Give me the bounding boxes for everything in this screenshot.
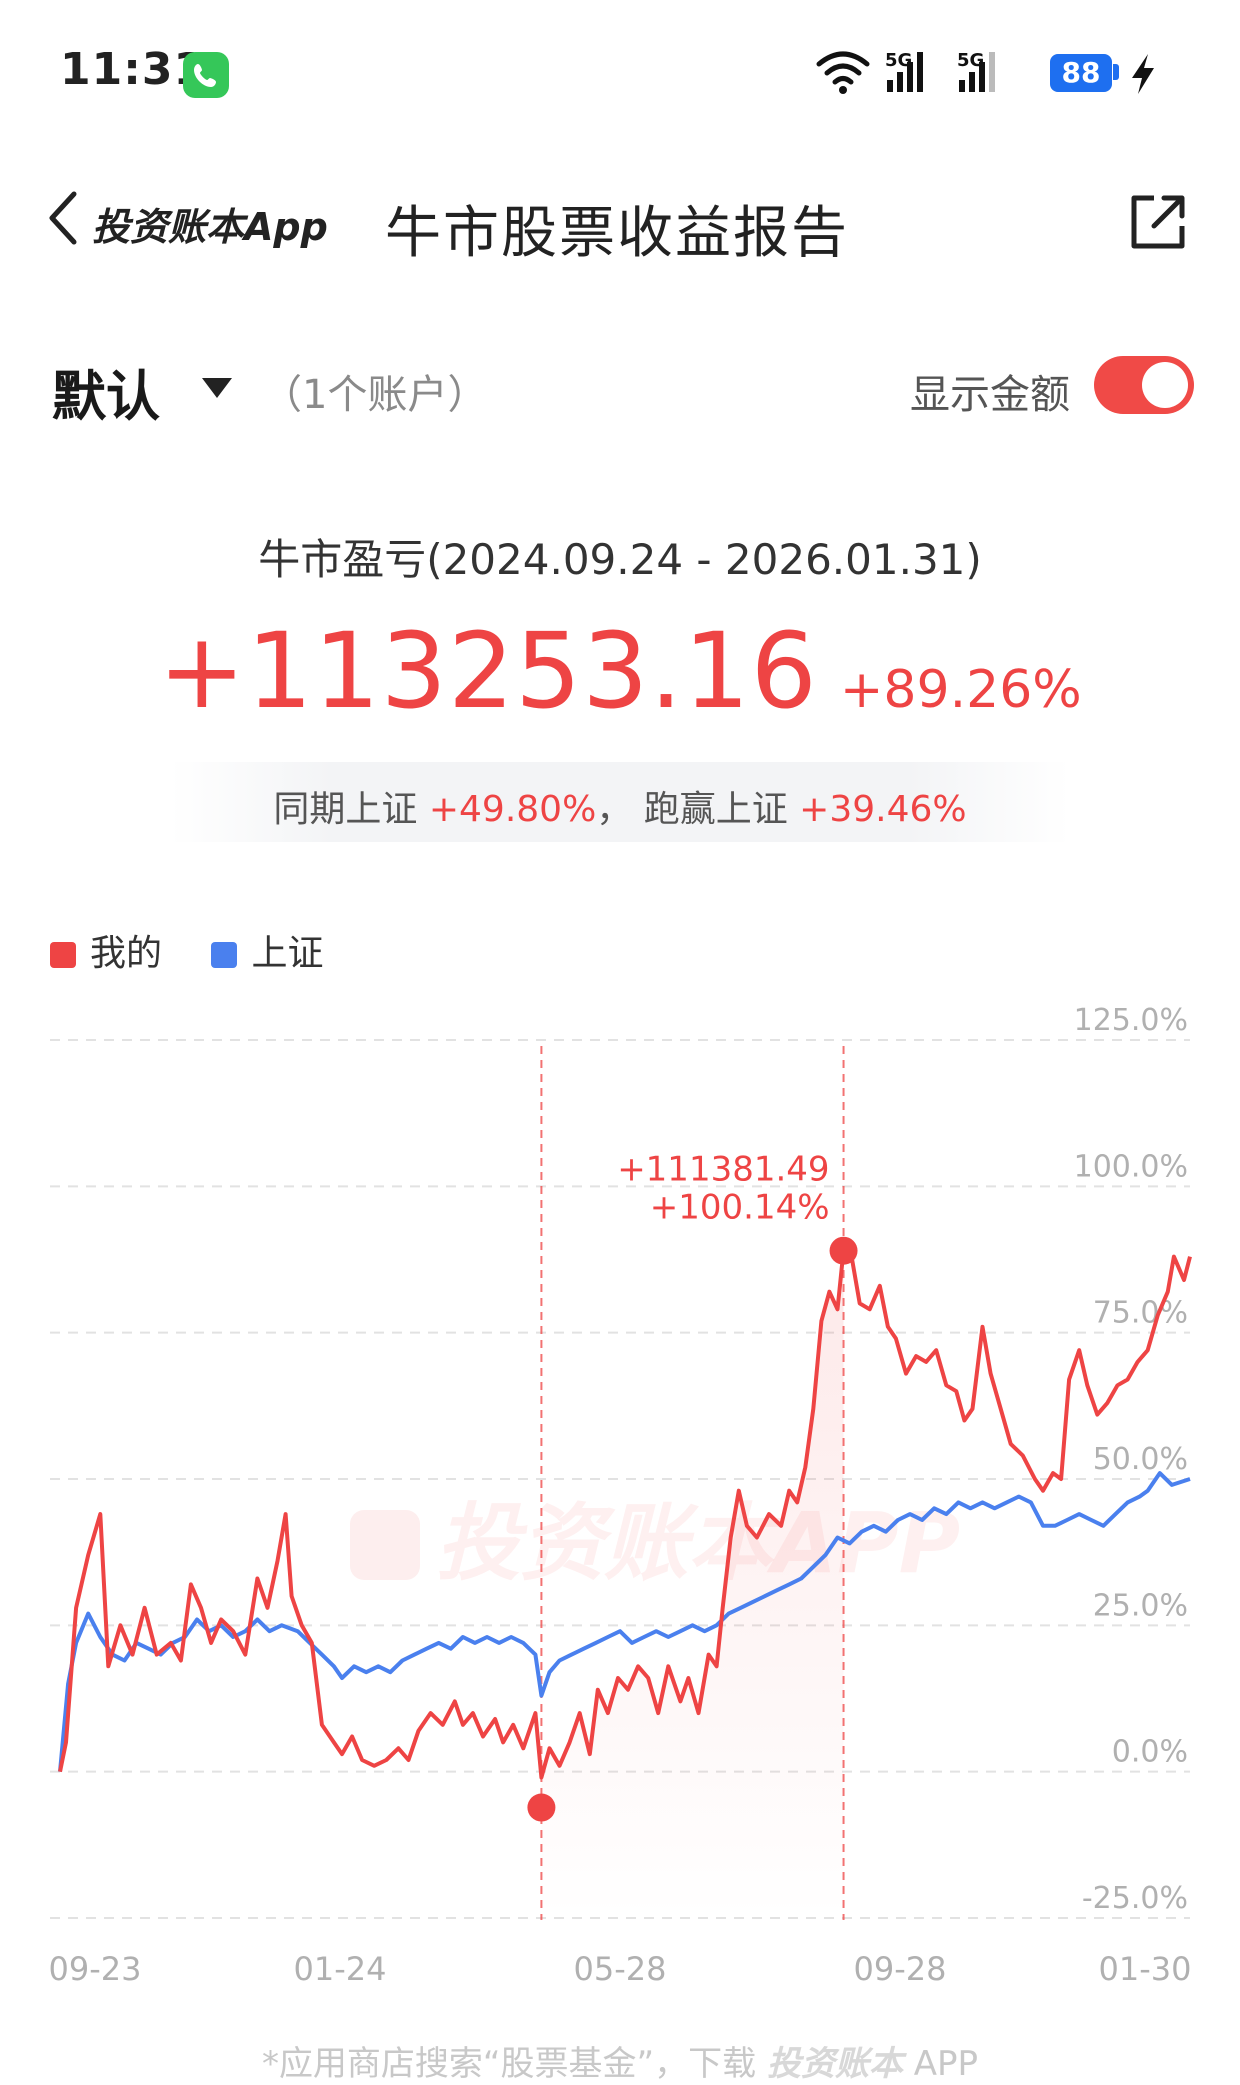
battery-indicator: 88 bbox=[1050, 54, 1112, 92]
highlight-shade bbox=[541, 1250, 844, 1918]
x-tick-label: 09-28 bbox=[854, 1950, 947, 1988]
x-tick-label: 09-23 bbox=[49, 1950, 142, 1988]
chart-legend: 我的 上证 bbox=[50, 924, 361, 976]
profit-percent: +89.26% bbox=[839, 660, 1082, 720]
profit-amount: +113253.16 bbox=[158, 610, 818, 732]
y-tick-label: 125.0% bbox=[1074, 1003, 1188, 1038]
charging-bolt-icon bbox=[1132, 54, 1154, 94]
back-chevron-icon[interactable] bbox=[40, 188, 90, 248]
wifi-icon bbox=[816, 51, 870, 85]
y-tick-label: 75.0% bbox=[1093, 1296, 1188, 1331]
series-line-index bbox=[58, 1471, 1191, 1772]
legend-swatch-index bbox=[211, 942, 238, 968]
show-amount-toggle[interactable] bbox=[1094, 356, 1194, 414]
legend-item-index[interactable]: 上证 bbox=[211, 924, 323, 976]
legend-label-mine: 我的 bbox=[90, 933, 163, 974]
signal-2-icon bbox=[959, 52, 995, 92]
compare-middle: ， 跑赢上证 bbox=[596, 789, 800, 830]
show-amount-label: 显示金额 bbox=[910, 372, 1070, 418]
outperform-return: +39.46% bbox=[799, 789, 967, 830]
footer-suffix: APP bbox=[902, 2044, 979, 2084]
signal-1-label: 5G bbox=[885, 50, 912, 71]
watermark-logo-icon bbox=[350, 1510, 420, 1580]
legend-label-index: 上证 bbox=[251, 933, 324, 974]
legend-item-mine[interactable]: 我的 bbox=[50, 924, 162, 976]
compare-prefix: 同期上证 bbox=[273, 789, 429, 830]
caret-down-icon[interactable] bbox=[200, 376, 234, 400]
series-line-mine bbox=[58, 1248, 1192, 1780]
y-tick-label: 0.0% bbox=[1112, 1735, 1188, 1770]
y-tick-label: -25.0% bbox=[1082, 1881, 1188, 1916]
back-label[interactable]: 投资账本App bbox=[92, 205, 328, 249]
status-icons: 5G 5G bbox=[816, 50, 995, 94]
footer-text: *应用商店搜索“股票基金”，下载 bbox=[261, 2044, 757, 2084]
battery-cap bbox=[1113, 64, 1119, 80]
footer-brand: 投资账本 bbox=[766, 2044, 903, 2084]
y-tick-label: 25.0% bbox=[1093, 1588, 1188, 1623]
account-selector[interactable]: 默认 bbox=[52, 365, 160, 428]
status-time: 11:31 bbox=[60, 44, 206, 95]
legend-swatch-mine bbox=[50, 942, 76, 968]
y-tick-label: 50.0% bbox=[1093, 1442, 1188, 1477]
annotation-percent: +100.14% bbox=[650, 1188, 830, 1228]
phone-call-icon[interactable] bbox=[183, 52, 229, 98]
y-tick-label: 100.0% bbox=[1074, 1149, 1188, 1184]
index-return: +49.80% bbox=[428, 789, 597, 830]
x-tick-label: 01-24 bbox=[294, 1950, 387, 1988]
signal-1-icon bbox=[887, 52, 923, 92]
x-tick-label: 01-30 bbox=[1099, 1950, 1192, 1988]
summary-period: 牛市盈亏(2024.09.24 - 2026.01.31) bbox=[258, 535, 982, 584]
annotation-amount: +111381.49 bbox=[617, 1150, 829, 1190]
status-bar: 11:31 5G 5G 88 bbox=[0, 0, 1240, 110]
page-title: 牛市股票收益报告 bbox=[385, 201, 849, 266]
watermark: 投资账本APP bbox=[350, 1476, 960, 1597]
footer-promo: *应用商店搜索“股票基金”，下载 投资账本 APP bbox=[0, 2036, 1240, 2085]
toggle-knob bbox=[1142, 362, 1188, 408]
marker-dot[interactable] bbox=[527, 1793, 556, 1822]
x-tick-label: 05-28 bbox=[574, 1950, 667, 1988]
watermark-text: 投资账本APP bbox=[436, 1494, 961, 1592]
share-export-icon[interactable] bbox=[1128, 192, 1188, 252]
summary-profit: +113253.16 +89.26% bbox=[0, 610, 1240, 732]
compare-bar-bg bbox=[170, 762, 1070, 842]
marker-dot[interactable] bbox=[829, 1236, 858, 1265]
signal-2-label: 5G bbox=[957, 50, 984, 71]
compare-text: 同期上证 +49.80%， 跑赢上证 +39.46% bbox=[0, 780, 1240, 832]
account-count: （1个账户） bbox=[262, 372, 488, 418]
